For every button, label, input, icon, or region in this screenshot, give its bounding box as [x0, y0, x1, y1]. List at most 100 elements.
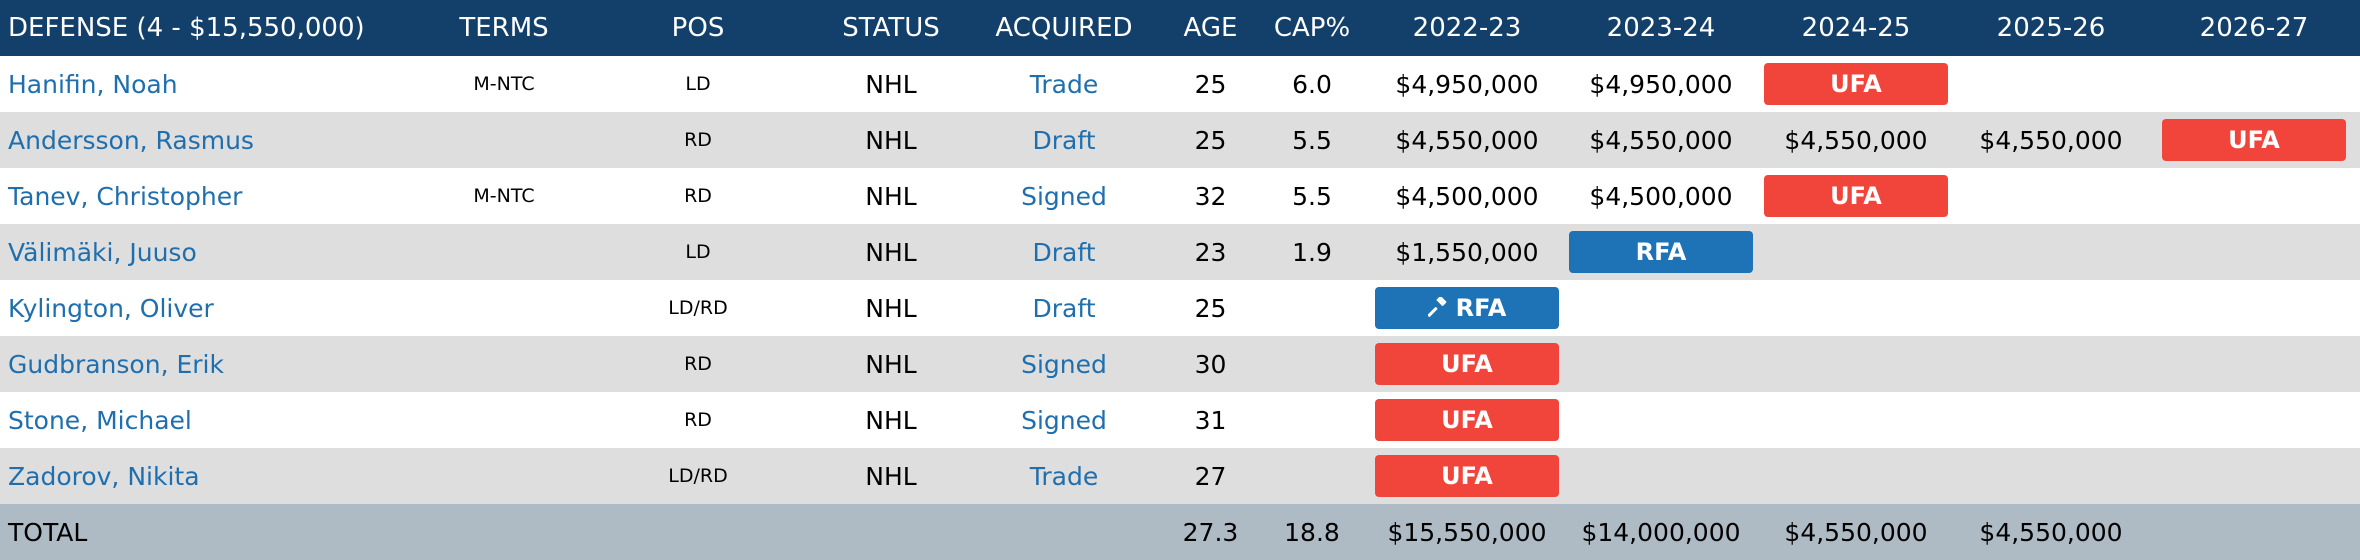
year-cap-cell: $4,500,000 [1589, 181, 1733, 211]
player-name-link[interactable]: Stone, Michael [8, 405, 192, 435]
age-cell: 25 [1194, 125, 1227, 155]
total-year-cap: $15,550,000 [1387, 517, 1547, 547]
total-cap-pct: 18.8 [1284, 517, 1340, 547]
terms-cell [433, 280, 575, 336]
acquired-link[interactable]: Trade [1029, 461, 1099, 491]
terms-cell: M-NTC [473, 73, 535, 95]
year-cap-cell [1758, 224, 1954, 280]
table-row: Andersson, Rasmus RD NHL Draft 25 5.5 $4,550,0… [0, 112, 2360, 168]
acquired-cell: Draft [961, 112, 1167, 168]
year-cap-cell [1758, 448, 1954, 504]
year-cap-cell: UFA [2148, 112, 2360, 168]
age-cell: 25 [1194, 69, 1227, 99]
table-row: Hanifin, Noah M-NTC LD NHL Trade 25 6.0 $4,950,… [0, 56, 2360, 112]
player-name-link[interactable]: Kylington, Oliver [8, 293, 214, 323]
badge-label: UFA [1830, 182, 1882, 210]
acquired-cell: Signed [961, 168, 1167, 224]
total-year-cap: $4,550,000 [1979, 517, 2123, 547]
player-name-cell: Tanev, Christopher [0, 168, 433, 224]
year-cap-cell: UFA [1758, 56, 1954, 112]
table-row: Gudbranson, Erik RD NHL Signed 30 UFA [0, 336, 2360, 392]
acquired-link[interactable]: Signed [1021, 349, 1107, 379]
year-cap-cell: $4,550,000 [1395, 125, 1539, 155]
player-name-cell: Andersson, Rasmus [0, 112, 433, 168]
player-name-link[interactable]: Tanev, Christopher [8, 181, 243, 211]
cap-pct-cell [1254, 336, 1370, 392]
acquired-link[interactable]: Trade [1029, 69, 1099, 99]
acquired-link[interactable]: Draft [1032, 125, 1096, 155]
year-cap-cell [2148, 336, 2360, 392]
player-name-link[interactable]: Hanifin, Noah [8, 69, 178, 99]
acquired-link[interactable]: Signed [1021, 405, 1107, 435]
terms-cell [433, 224, 575, 280]
year-cap-cell [1954, 56, 2148, 112]
badge-label: UFA [1441, 350, 1493, 378]
acquired-link[interactable]: Draft [1032, 293, 1096, 323]
column-header-year: 2022-23 [1412, 13, 1522, 43]
position-cell: LD [685, 73, 711, 95]
year-cap-cell [1954, 336, 2148, 392]
year-cap-cell [2148, 224, 2360, 280]
player-name-link[interactable]: Andersson, Rasmus [8, 125, 254, 155]
badge-label: UFA [1441, 406, 1493, 434]
year-cap-cell [1954, 168, 2148, 224]
player-name-cell: Zadorov, Nikita [0, 448, 433, 504]
badge-label: UFA [1830, 70, 1882, 98]
cap-pct-cell: 5.5 [1292, 181, 1332, 211]
rfa-badge: RFA [1569, 231, 1753, 273]
acquired-cell: Trade [961, 56, 1167, 112]
terms-cell: M-NTC [473, 185, 535, 207]
table-row: Tanev, Christopher M-NTC RD NHL Signed 32 5.5 $… [0, 168, 2360, 224]
year-cap-cell [1954, 448, 2148, 504]
total-row: TOTAL 27.3 18.8 $15,550,000 $14,000,000 … [0, 504, 2360, 560]
column-header-age: AGE [1183, 13, 1238, 43]
ufa-badge: UFA [1375, 399, 1559, 441]
acquired-link[interactable]: Signed [1021, 181, 1107, 211]
year-cap-cell: $4,500,000 [1395, 181, 1539, 211]
year-cap-cell [1564, 280, 1758, 336]
position-cell: RD [684, 409, 712, 431]
ufa-badge: UFA [2162, 119, 2346, 161]
rfa-badge: RFA [1375, 287, 1559, 329]
age-cell: 27 [1194, 461, 1227, 491]
badge-label: UFA [1441, 462, 1493, 490]
player-name-link[interactable]: Zadorov, Nikita [8, 461, 200, 491]
gavel-icon [1427, 290, 1450, 332]
position-cell: LD [685, 241, 711, 263]
table-row: Kylington, Oliver LD/RD NHL Draft 25 RFA [0, 280, 2360, 336]
table-row: Zadorov, Nikita LD/RD NHL Trade 27 UFA [0, 448, 2360, 504]
column-header-year: 2026-27 [2199, 13, 2309, 43]
year-cap-cell [1564, 392, 1758, 448]
year-cap-cell [1954, 280, 2148, 336]
cap-pct-cell: 5.5 [1292, 125, 1332, 155]
cap-pct-cell: 6.0 [1292, 69, 1332, 99]
year-cap-cell [1758, 392, 1954, 448]
player-rows: Hanifin, Noah M-NTC LD NHL Trade 25 6.0 $4,950,… [0, 56, 2360, 504]
terms-cell [433, 336, 575, 392]
table-row: Stone, Michael RD NHL Signed 31 UFA [0, 392, 2360, 448]
player-name-cell: Välimäki, Juuso [0, 224, 433, 280]
year-cap-cell: $4,550,000 [1979, 125, 2123, 155]
acquired-link[interactable]: Draft [1032, 237, 1096, 267]
ufa-badge: UFA [1375, 343, 1559, 385]
year-cap-cell: RFA [1564, 224, 1758, 280]
year-cap-cell [1954, 224, 2148, 280]
total-acquired [961, 504, 1167, 560]
acquired-cell: Signed [961, 392, 1167, 448]
year-cap-cell [2148, 448, 2360, 504]
position-cell: RD [684, 129, 712, 151]
column-header-cap-pct: CAP% [1273, 13, 1351, 43]
year-cap-cell: UFA [1370, 392, 1564, 448]
ufa-badge: UFA [1375, 455, 1559, 497]
column-header-status: STATUS [842, 13, 940, 43]
player-name-link[interactable]: Välimäki, Juuso [8, 237, 197, 267]
year-cap-cell [1758, 280, 1954, 336]
player-name-link[interactable]: Gudbranson, Erik [8, 349, 224, 379]
year-cap-cell: UFA [1370, 336, 1564, 392]
column-header-terms: TERMS [459, 13, 549, 43]
age-cell: 30 [1194, 349, 1227, 379]
cap-pct-cell [1254, 448, 1370, 504]
total-year-cap [2148, 504, 2360, 560]
status-cell: NHL [865, 125, 917, 155]
